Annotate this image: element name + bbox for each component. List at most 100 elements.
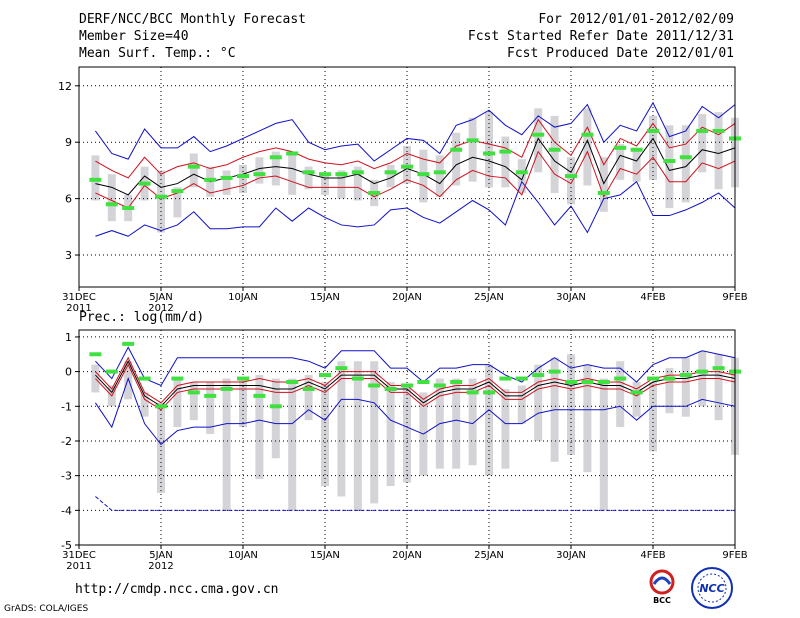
x-tick-label: 2011	[66, 303, 91, 314]
spread-box	[501, 136, 510, 188]
spread-box	[632, 382, 641, 417]
spread-box	[550, 115, 559, 193]
observed-marker	[499, 376, 512, 381]
spread-box	[255, 375, 264, 480]
spread-box	[435, 155, 444, 197]
observed-marker	[204, 393, 217, 398]
forecast-range: For 2012/01/01-2012/02/09	[538, 12, 734, 27]
y-tick-label: -5	[61, 539, 72, 552]
spread-box	[386, 382, 395, 487]
observed-marker	[105, 369, 118, 374]
x-tick-label: 20JAN	[392, 550, 422, 561]
spread-box	[353, 166, 362, 201]
observed-marker	[187, 164, 200, 169]
spread-box	[534, 364, 543, 441]
spread-box	[255, 157, 264, 184]
observed-marker	[597, 380, 610, 385]
spread-box	[583, 108, 592, 186]
y-tick-label: -1	[61, 400, 72, 413]
observed-marker	[565, 174, 577, 179]
observed-marker	[433, 383, 446, 388]
y-tick-label: 0	[65, 366, 72, 379]
spread-box	[189, 153, 198, 188]
x-tick-label: 30JAN	[556, 292, 586, 303]
observed-marker	[696, 128, 709, 133]
spread-box	[698, 114, 707, 173]
observed-marker	[597, 190, 610, 195]
observed-marker	[450, 147, 463, 152]
observed-marker	[679, 373, 692, 378]
spread-box	[616, 361, 625, 428]
spread-box	[321, 176, 329, 195]
spread-box	[173, 187, 182, 218]
spread-box	[485, 364, 493, 476]
observed-marker	[647, 128, 659, 133]
observed-marker	[220, 175, 233, 180]
x-tick-label: 30JAN	[556, 550, 586, 561]
spread-box	[271, 151, 280, 186]
min-line	[95, 180, 736, 237]
lower-spread-line	[95, 363, 736, 411]
observed-marker	[105, 202, 118, 207]
observed-marker	[368, 190, 381, 195]
spread-box	[452, 378, 461, 469]
spread-box	[468, 378, 477, 466]
observed-marker	[171, 376, 184, 381]
observed-marker	[483, 151, 495, 156]
observed-marker	[89, 352, 102, 357]
observed-marker	[581, 380, 594, 385]
spread-box	[370, 361, 379, 504]
spread-box	[124, 361, 133, 400]
observed-marker	[614, 145, 627, 150]
spread-box	[288, 378, 297, 511]
spread-box	[616, 144, 625, 180]
spread-box	[157, 402, 165, 493]
observed-marker	[335, 172, 348, 177]
spread-box	[534, 108, 543, 173]
min-line	[94, 377, 736, 446]
panel2-title: Prec.: log(mm/d)	[79, 310, 205, 325]
observed-marker	[401, 164, 413, 169]
observed-marker	[155, 194, 167, 199]
observed-marker	[351, 170, 364, 175]
observed-marker	[122, 341, 135, 346]
observed-marker	[630, 390, 643, 395]
spread-box	[649, 382, 657, 452]
observed-marker	[319, 373, 331, 378]
x-tick-label: 10JAN	[228, 550, 258, 561]
spread-box	[583, 364, 592, 473]
observed-marker	[663, 159, 676, 164]
spread-box	[501, 388, 510, 469]
grid	[79, 330, 735, 545]
x-tick-label: 25JAN	[474, 292, 504, 303]
upper-spread-line	[95, 118, 736, 179]
grads-credit: GrADS: COLA/IGES	[4, 604, 89, 614]
source-url[interactable]: http://cmdp.ncc.cma.gov.cn	[75, 582, 279, 597]
ncc-logo: NCC	[691, 567, 733, 609]
observed-marker	[286, 380, 299, 385]
y-tick-label: 9	[65, 136, 72, 149]
observed-marker	[237, 376, 249, 381]
x-tick-label: 5JAN	[149, 550, 172, 561]
spread-box	[665, 368, 674, 414]
observed-marker	[630, 147, 643, 152]
observed-marker	[663, 376, 676, 381]
bcc-logo-text: BCC	[653, 596, 671, 605]
y-tick-label: -2	[61, 435, 72, 448]
observed-marker	[253, 172, 266, 177]
observed-marker	[171, 189, 184, 194]
observed-marker	[647, 376, 659, 381]
spread-box	[173, 378, 182, 428]
spread-box	[107, 174, 116, 222]
spread-box	[288, 151, 297, 195]
observed-marker	[515, 170, 528, 175]
spread-box	[452, 132, 461, 186]
y-tick-label: -3	[61, 470, 72, 483]
observed-marker	[286, 151, 299, 156]
max-line	[94, 101, 736, 162]
spread-box	[337, 170, 346, 199]
observed-marker	[499, 149, 512, 154]
observed-marker	[237, 174, 249, 179]
